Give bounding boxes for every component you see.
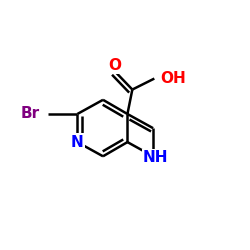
Text: O: O bbox=[109, 58, 122, 73]
Text: NH: NH bbox=[143, 150, 168, 165]
Text: Br: Br bbox=[20, 106, 40, 122]
Text: OH: OH bbox=[160, 71, 186, 86]
Text: N: N bbox=[71, 134, 84, 150]
